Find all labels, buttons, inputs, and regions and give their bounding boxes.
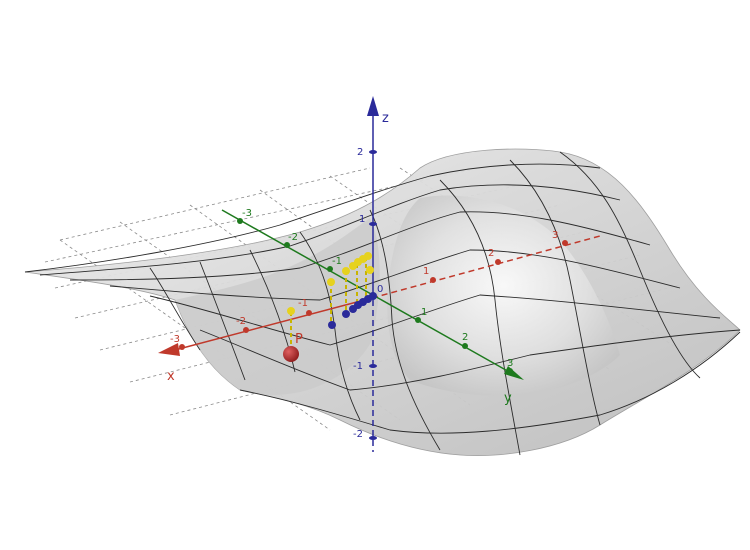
z-tick-label: -2 bbox=[353, 429, 363, 440]
surface-trough bbox=[387, 195, 620, 396]
x-tick-dot bbox=[430, 277, 436, 283]
x-tick-label: -1 bbox=[298, 298, 308, 309]
y-tick-label: -3 bbox=[242, 208, 252, 219]
saddle-surface bbox=[24, 148, 741, 456]
z-tick-dot bbox=[369, 150, 377, 154]
plotted-points bbox=[287, 252, 377, 345]
yellow-point[interactable] bbox=[364, 252, 372, 260]
y-tick-label: 2 bbox=[462, 332, 468, 343]
x-tick-label: -2 bbox=[236, 316, 246, 327]
point-p-group[interactable]: P bbox=[283, 332, 303, 362]
blue-point[interactable] bbox=[328, 321, 336, 329]
z-axis-arrow bbox=[367, 96, 379, 116]
blue-point[interactable] bbox=[369, 292, 377, 300]
y-tick-dot bbox=[462, 343, 468, 349]
x-tick-label: 1 bbox=[423, 266, 429, 277]
y-tick-dot bbox=[237, 218, 243, 224]
z-tick-label: -1 bbox=[353, 361, 363, 372]
y-tick-dot bbox=[415, 317, 421, 323]
y-tick-label: -1 bbox=[332, 256, 342, 267]
surface-front-fold bbox=[175, 218, 380, 396]
y-tick-dot bbox=[507, 368, 513, 374]
y-tick-label: 3 bbox=[507, 358, 513, 369]
yellow-point[interactable] bbox=[327, 278, 335, 286]
yellow-point[interactable] bbox=[287, 307, 295, 315]
x-tick-label: -3 bbox=[170, 334, 180, 345]
yellow-point[interactable] bbox=[342, 267, 350, 275]
z-tick-dot bbox=[369, 436, 377, 440]
z-tick-dot bbox=[369, 364, 377, 368]
point-p[interactable] bbox=[283, 346, 299, 362]
y-tick-label: -2 bbox=[288, 232, 298, 243]
x-tick-dot bbox=[562, 240, 568, 246]
y-tick-label: 1 bbox=[421, 307, 427, 318]
x-axis-arrow bbox=[158, 343, 180, 356]
x-tick-dot bbox=[179, 344, 185, 350]
x-tick-dot bbox=[243, 327, 249, 333]
surface-back-sheet bbox=[24, 148, 741, 456]
z-tick-label: 2 bbox=[357, 147, 363, 158]
x-axis: -3 -2 -1 1 2 3 x bbox=[158, 230, 601, 384]
x-tick-dot bbox=[306, 310, 312, 316]
z-axis-name: z bbox=[382, 111, 389, 126]
yellow-point[interactable] bbox=[366, 266, 374, 274]
x-tick-label: 3 bbox=[552, 230, 558, 241]
x-axis-name: x bbox=[167, 369, 175, 384]
z-tick-dot bbox=[369, 222, 377, 226]
origin-label: 0 bbox=[377, 284, 383, 295]
y-tick-dot bbox=[284, 242, 290, 248]
z-tick-label: 1 bbox=[359, 214, 365, 225]
x-axis-line bbox=[174, 297, 373, 351]
x-tick-label: 2 bbox=[488, 248, 494, 259]
point-p-label: P bbox=[295, 332, 303, 347]
y-axis-name: y bbox=[504, 391, 512, 406]
x-tick-dot bbox=[495, 259, 501, 265]
blue-point[interactable] bbox=[342, 310, 350, 318]
y-tick-dot bbox=[327, 266, 333, 272]
